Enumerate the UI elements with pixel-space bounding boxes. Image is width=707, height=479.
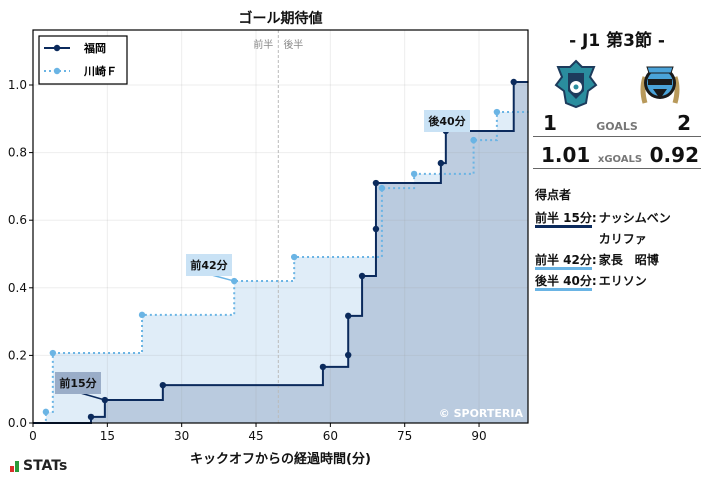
data-point [358, 272, 366, 280]
svg-text:福岡: 福岡 [83, 41, 106, 55]
svg-text:0: 0 [29, 429, 37, 443]
svg-text:15: 15 [100, 429, 115, 443]
watermark: © SPORTERIA [439, 407, 524, 420]
scorer-item: 後半 40分: エリソン [535, 274, 705, 291]
data-point [345, 312, 352, 320]
svg-text:0.6: 0.6 [8, 213, 27, 227]
svg-text:0.4: 0.4 [8, 281, 27, 295]
scorer-name-line2: カリファ [598, 232, 647, 246]
xgoals-row: 1.01 xGOALS 0.92 [533, 137, 701, 169]
data-point [470, 136, 477, 144]
chart-title: ゴール期待値 [238, 11, 323, 27]
scorer-name: 家長 昭博 [598, 253, 659, 267]
data-point [372, 179, 380, 187]
match-summary-panel: - J1 第3節 - 1 GOALS 2 1.01 xGOALS 0.92 [533, 26, 701, 169]
stats-brand: STATs [10, 458, 67, 474]
data-point [510, 78, 517, 86]
home-goals: 1 [543, 111, 557, 135]
svg-text:1.0: 1.0 [8, 78, 27, 92]
away-xg: 0.92 [649, 143, 699, 167]
scorer-time: 前半 42分 [535, 253, 592, 270]
data-point [345, 351, 352, 359]
annotation-label: 前42分 [190, 258, 227, 272]
legend [38, 35, 128, 85]
data-point [49, 349, 57, 357]
data-point [319, 363, 327, 371]
svg-text:45: 45 [248, 429, 263, 443]
scorer-item: 前半 42分: 家長 昭博 [535, 253, 705, 270]
data-point [42, 408, 50, 416]
svg-text:0.8: 0.8 [8, 146, 27, 160]
brand-label: STATs [23, 458, 68, 474]
round-title: - J1 第3節 - [569, 31, 665, 51]
data-point [372, 225, 380, 233]
scorers-title: 得点者 [535, 188, 572, 202]
svg-text:川崎Ｆ: 川崎Ｆ [83, 64, 117, 78]
home-crest-icon [554, 59, 597, 109]
data-point [290, 253, 298, 261]
scorer-time: 後半 40分 [535, 274, 592, 291]
away-crest-icon [640, 66, 679, 104]
xgoals-label: xGOALS [597, 154, 643, 165]
goals-row: 1 GOALS 2 [533, 111, 701, 137]
data-point [493, 108, 501, 116]
data-point [410, 170, 418, 178]
data-point [378, 184, 386, 192]
bar-chart-icon [10, 460, 19, 472]
scorer-name: エリソン [598, 274, 647, 288]
data-point [437, 159, 445, 167]
away-goals: 2 [677, 111, 691, 135]
area-fill [33, 81, 529, 423]
svg-text:0.0: 0.0 [8, 416, 27, 430]
scorer-time: 前半 15分 [535, 211, 592, 228]
scorers-list: 得点者 前半 15分: ナッシムベン カリファ 前半 42分: 家長 昭博 後半 … [535, 186, 705, 295]
data-point [87, 413, 95, 421]
series-line-kawasaki [33, 111, 529, 424]
x-axis-label: キックオフからの経過時間(分) [190, 452, 371, 467]
svg-text:60: 60 [323, 429, 338, 443]
svg-text:90: 90 [471, 429, 486, 443]
svg-text:30: 30 [174, 429, 189, 443]
data-point [159, 381, 167, 389]
annotation-label: 前15分 [59, 376, 96, 390]
svg-text:前半: 前半 [253, 38, 273, 51]
svg-text:0.2: 0.2 [8, 348, 27, 362]
svg-text:75: 75 [397, 429, 412, 443]
goals-label: GOALS [596, 120, 638, 133]
svg-text:後半: 後半 [283, 38, 303, 51]
scorer-item: 前半 15分: ナッシムベン カリファ [535, 211, 671, 246]
annotation-label: 後40分 [428, 114, 465, 128]
data-point [138, 311, 146, 319]
home-xg: 1.01 [541, 143, 591, 167]
scorer-name: ナッシムベン [598, 211, 671, 225]
